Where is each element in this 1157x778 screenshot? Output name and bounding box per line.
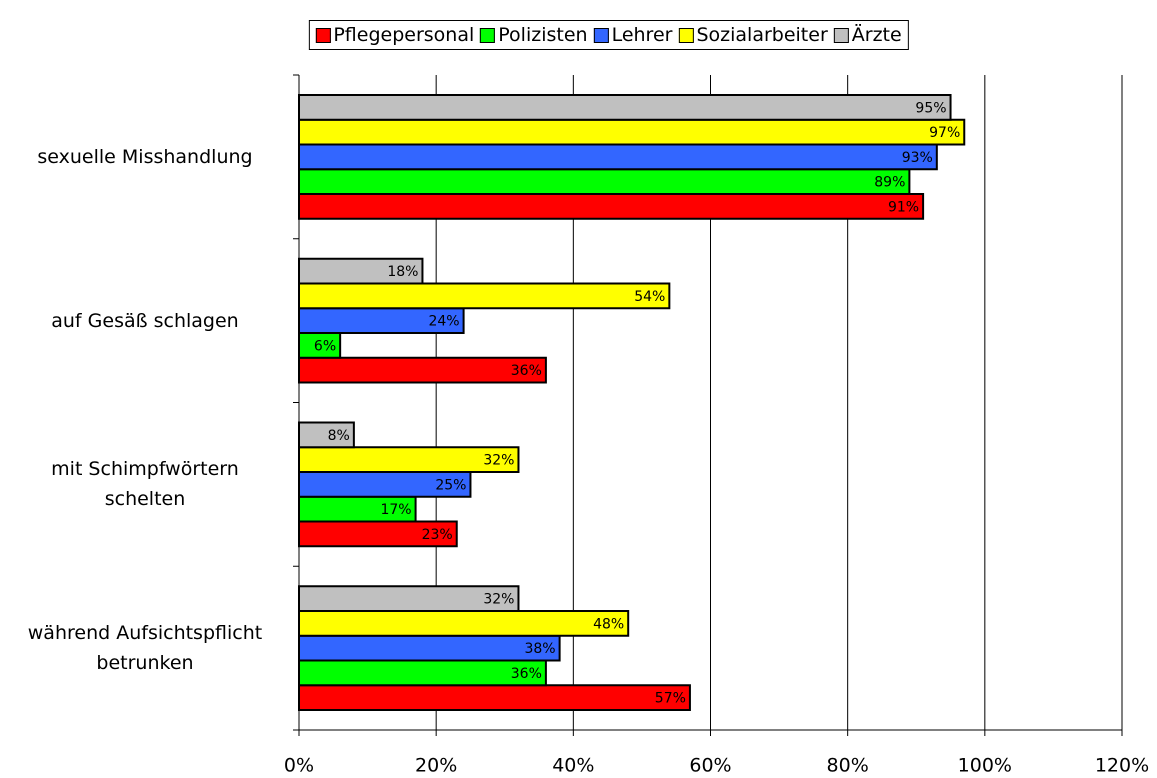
bar: [298, 257, 424, 285]
legend-swatch: [593, 27, 609, 43]
legend-item: Pflegepersonal: [315, 24, 474, 46]
legend-item: Sozialarbeiter: [678, 24, 828, 46]
y-tick-label: mit Schimpfwörtern schelten: [51, 458, 239, 511]
x-tick-label: 20%: [415, 755, 457, 777]
x-tick-label: 60%: [689, 755, 731, 777]
legend-item: Polizisten: [480, 24, 588, 46]
legend-item: Lehrer: [593, 24, 673, 46]
y-tick-label: sexuelle Misshandlung: [37, 145, 253, 168]
data-label: 57%: [655, 691, 686, 707]
legend-label: Pflegepersonal: [333, 24, 475, 46]
bar: [298, 282, 671, 310]
legend-swatch: [315, 27, 331, 43]
x-tick-label: 0%: [284, 755, 314, 777]
bar: [298, 143, 938, 171]
bar: [298, 94, 952, 121]
data-label: 6%: [314, 338, 336, 354]
bar: [298, 471, 472, 498]
bar: [298, 332, 342, 359]
legend-label: Sozialarbeiter: [696, 24, 828, 46]
bar: [298, 634, 561, 662]
data-label: 54%: [634, 289, 665, 305]
data-label: 48%: [593, 616, 624, 632]
data-label: 93%: [902, 150, 933, 166]
data-label: 97%: [929, 125, 960, 141]
data-label: 38%: [524, 641, 555, 657]
legend-item: Ärzte: [833, 24, 902, 46]
legend-label: Ärzte: [851, 24, 902, 46]
data-label: 23%: [422, 527, 453, 543]
data-label: 91%: [888, 199, 919, 215]
data-label: 36%: [511, 666, 542, 682]
data-label: 32%: [483, 592, 514, 608]
legend-label: Lehrer: [611, 24, 673, 46]
x-tick-label: 80%: [827, 755, 869, 777]
legend-swatch: [480, 27, 496, 43]
bar: [298, 446, 520, 473]
data-label: 25%: [435, 477, 466, 493]
data-label: 17%: [380, 502, 411, 518]
bar: [298, 193, 925, 220]
bar: [298, 356, 547, 384]
bar: [298, 421, 355, 449]
x-tick-label: 120%: [1095, 755, 1149, 777]
bar: [298, 585, 520, 612]
x-tick-label: 40%: [552, 755, 594, 777]
bar: [298, 659, 547, 687]
bar: [298, 610, 630, 637]
legend-swatch: [833, 27, 849, 43]
data-label: 32%: [483, 453, 514, 469]
bar: [298, 168, 911, 195]
legend: Pflegepersonal Polizisten Lehrer Sozialarbe…: [308, 20, 909, 50]
y-tick-label: auf Gesäß schlagen: [51, 309, 239, 332]
bar: [298, 307, 465, 334]
bar: [298, 118, 966, 146]
legend-label: Polizisten: [498, 24, 588, 46]
data-label: 18%: [387, 264, 418, 280]
data-label: 36%: [511, 363, 542, 379]
bar: [298, 684, 691, 711]
data-label: 89%: [874, 175, 905, 191]
legend-swatch: [678, 27, 694, 43]
data-label: 8%: [328, 428, 350, 444]
data-label: 95%: [915, 100, 946, 116]
data-label: 24%: [428, 314, 459, 330]
x-tick-label: 100%: [958, 755, 1012, 777]
y-tick-label: während Aufsichtspflicht betrunken: [27, 622, 263, 675]
